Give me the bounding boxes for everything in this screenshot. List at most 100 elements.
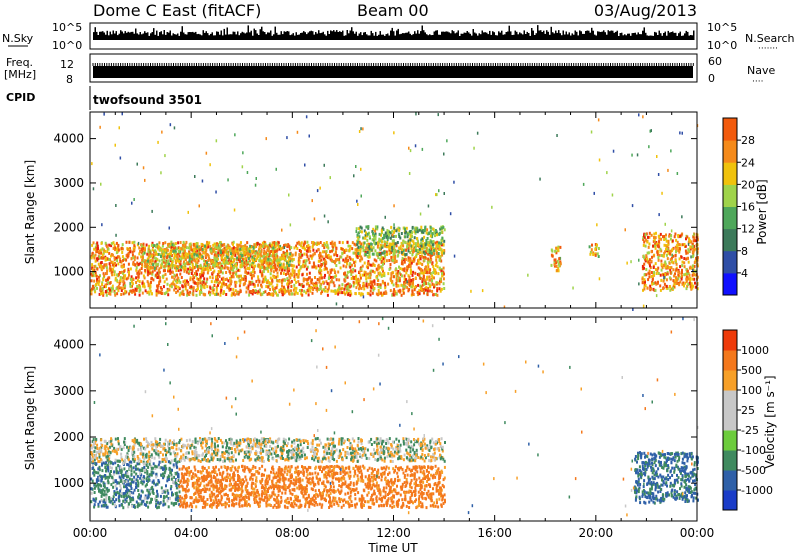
- power-echo-cell: [322, 244, 324, 247]
- nsky-sample: [264, 32, 266, 40]
- power-echo-cell: [176, 274, 178, 277]
- power-echo-cell: [311, 278, 313, 281]
- power-echo-cell: [688, 261, 690, 264]
- power-echo-cell: [340, 266, 342, 269]
- power-echo-cell: [651, 271, 653, 274]
- power-echo-cell: [92, 285, 94, 288]
- power-echo-cell: [643, 256, 645, 259]
- power-echo-cell: [427, 268, 429, 271]
- power-echo-cell: [397, 250, 399, 253]
- nsky-sample: [348, 33, 350, 40]
- power-echo-cell: [300, 265, 302, 268]
- power-echo-cell: [272, 246, 274, 249]
- power-echo-cell: [116, 279, 118, 282]
- nsky-sample: [353, 31, 355, 40]
- power-echo-cell: [223, 250, 225, 253]
- power-echo-cell: [369, 235, 371, 238]
- power-echo-cell: [233, 252, 235, 255]
- nsky-sample: [467, 31, 469, 40]
- power-echo-cell: [427, 258, 429, 261]
- power-echo-cell: [420, 287, 422, 290]
- power-echo-cell: [431, 262, 433, 265]
- power-echo-cell: [439, 287, 441, 290]
- power-echo-cell: [427, 261, 429, 264]
- power-echo-cell: [551, 264, 553, 267]
- power-echo-cell: [643, 288, 645, 291]
- power-echo-cell: [381, 229, 383, 232]
- nsky-sample: [621, 33, 623, 40]
- power-echo-cell: [205, 254, 207, 257]
- power-echo-cell: [437, 265, 439, 268]
- power-echo-cell: [433, 268, 435, 271]
- power-echo-cell: [660, 279, 662, 282]
- power-echo-cell: [678, 283, 680, 286]
- power-echo-cell: [143, 166, 145, 169]
- power-echo-cell: [373, 241, 375, 244]
- power-echo-cell: [124, 290, 126, 293]
- power-echo-cell: [135, 269, 137, 272]
- power-echo-cell: [453, 181, 455, 184]
- power-echo-cell: [116, 292, 118, 295]
- nave-label: Nave: [747, 64, 775, 77]
- nsky-sample: [153, 28, 155, 40]
- nsky-sample: [111, 34, 113, 40]
- power-echo-cell: [341, 248, 343, 251]
- power-echo-cell: [397, 241, 399, 244]
- power-echo-cell: [404, 253, 406, 256]
- power-echo-cell: [285, 266, 287, 269]
- power-echo-cell: [652, 245, 654, 248]
- power-echo-cell: [153, 244, 155, 247]
- power-echo-cell: [142, 292, 144, 295]
- power-echo-cell: [674, 233, 676, 236]
- power-echo-cell: [405, 271, 407, 274]
- power-echo-cell: [410, 279, 412, 282]
- nsky-sample: [530, 36, 532, 40]
- power-echo-cell: [152, 259, 154, 262]
- nsky-sample: [555, 31, 557, 40]
- power-echo-cell: [343, 272, 345, 275]
- nsky-sample: [201, 35, 203, 40]
- power-echo-cell: [139, 294, 141, 297]
- nsky-sample: [549, 35, 551, 40]
- power-echo-cell: [398, 266, 400, 269]
- power-echo-cell: [132, 241, 134, 244]
- power-echo-cell: [318, 264, 320, 267]
- power-echo-cell: [186, 261, 188, 264]
- power-echo-cell: [266, 281, 268, 284]
- nsky-sample: [279, 35, 281, 40]
- power-echo-cell: [432, 271, 434, 274]
- power-echo-cell: [384, 282, 386, 285]
- power-echo-cell: [353, 281, 355, 284]
- nsky-sample: [233, 32, 235, 40]
- power-echo-cell: [176, 259, 178, 262]
- power-echo-cell: [142, 253, 144, 256]
- power-echo-cell: [172, 250, 174, 253]
- power-echo-cell: [122, 280, 124, 283]
- power-echo-cell: [258, 280, 260, 283]
- nsky-sample: [267, 32, 269, 40]
- nsky-sample: [551, 27, 553, 40]
- power-echo-cell: [324, 244, 326, 247]
- power-echo-cell: [275, 242, 277, 245]
- power-echo-cell: [325, 261, 327, 264]
- power-echo-cell: [399, 289, 401, 292]
- power-echo-cell: [393, 204, 395, 207]
- power-echo-cell: [194, 253, 196, 256]
- nsky-sample: [288, 31, 290, 40]
- power-echo-cell: [237, 246, 239, 249]
- power-echo-cell: [368, 253, 370, 256]
- power-echo-cell: [158, 253, 160, 256]
- power-echo-cell: [94, 288, 96, 291]
- power-echo-cell: [329, 250, 331, 253]
- power-echo-cell: [430, 240, 432, 243]
- power-echo-cell: [429, 275, 431, 278]
- power-echo-cell: [393, 275, 395, 278]
- power-echo-cell: [148, 245, 150, 248]
- power-echo-cell: [374, 249, 376, 252]
- power-echo-cell: [383, 272, 385, 275]
- nsky-sample: [167, 32, 169, 40]
- power-echo-cell: [342, 241, 344, 244]
- power-echo-cell: [386, 236, 388, 239]
- nsky-sample: [576, 32, 578, 40]
- power-echo-cell: [218, 282, 220, 285]
